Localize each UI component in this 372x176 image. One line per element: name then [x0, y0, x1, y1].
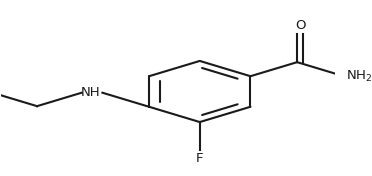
Text: NH$_2$: NH$_2$: [346, 69, 372, 84]
Text: O: O: [295, 19, 306, 32]
Text: NH: NH: [81, 86, 100, 99]
Text: F: F: [196, 152, 203, 165]
